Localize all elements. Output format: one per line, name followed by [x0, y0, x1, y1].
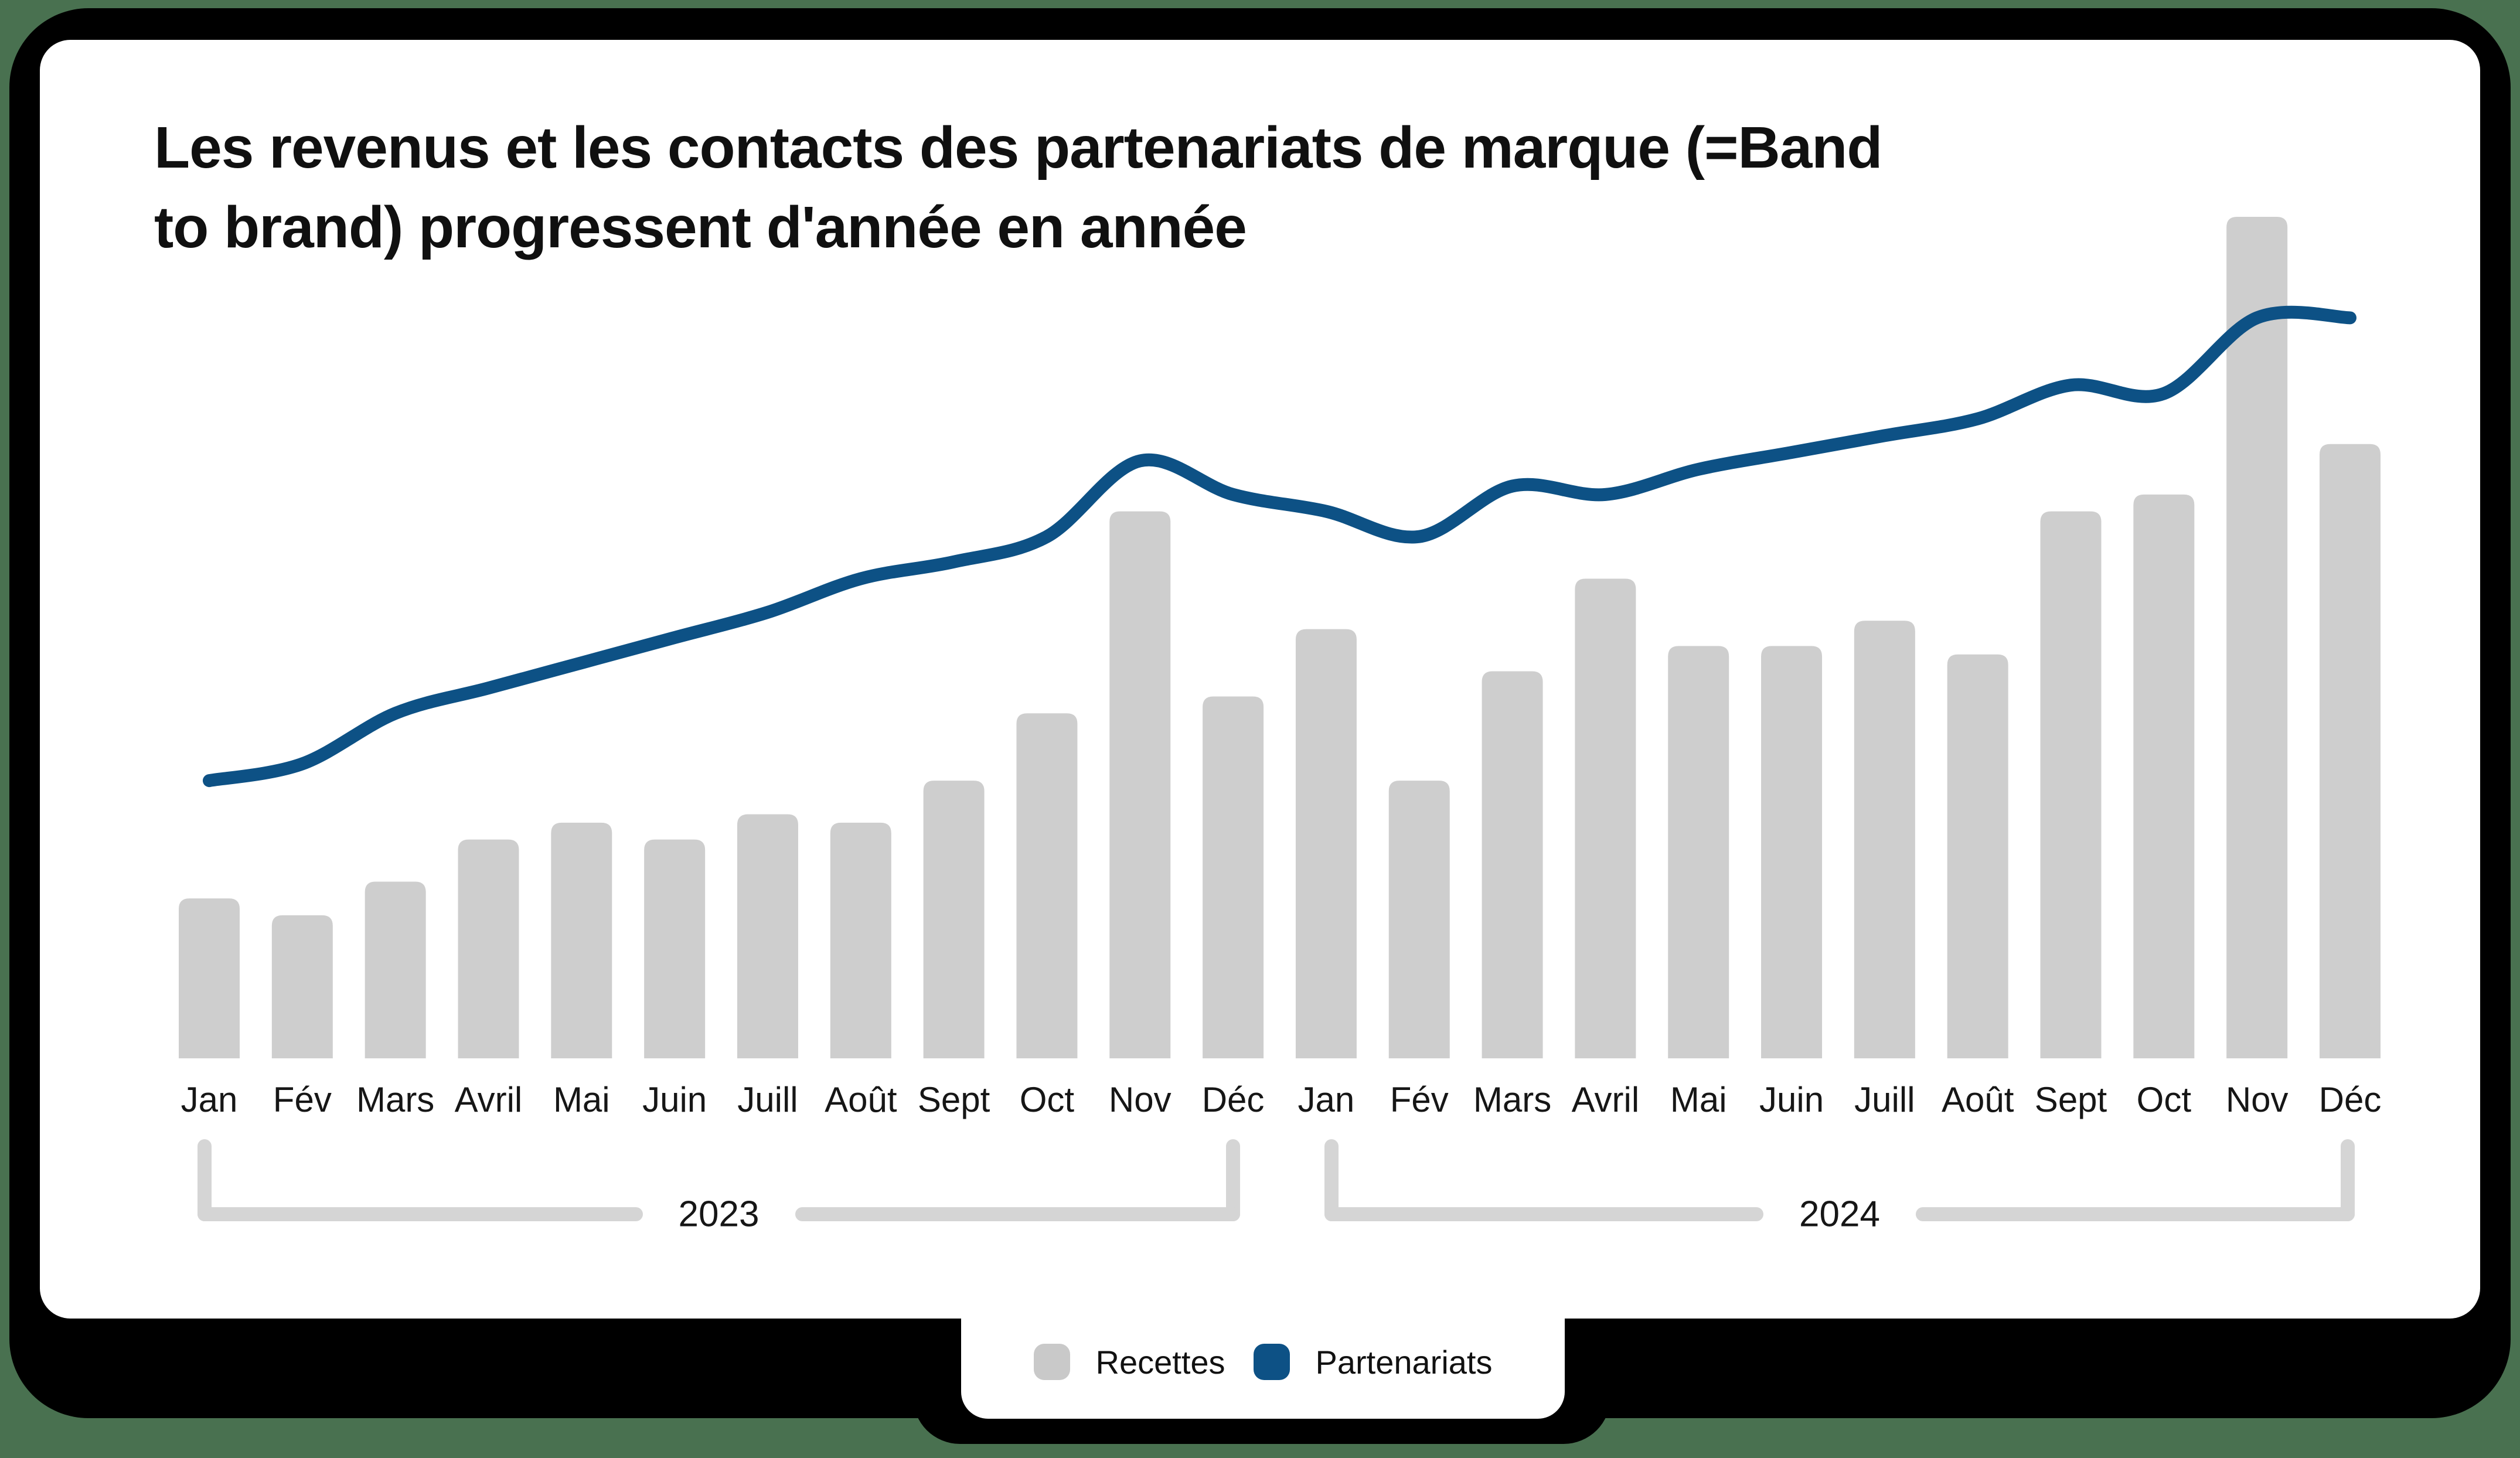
year-label: 2024: [1799, 1194, 1880, 1235]
blue-rounded-square-icon: [1253, 1344, 1290, 1380]
year-bracket-bar: [1916, 1207, 2355, 1221]
month-label: Oct: [1019, 1080, 1075, 1119]
month-label: Mai: [1670, 1080, 1727, 1119]
gray-rounded-square-icon: [1033, 1344, 1070, 1380]
month-label: Juin: [642, 1080, 707, 1119]
month-label: Jan: [181, 1080, 238, 1119]
month-label: Mars: [356, 1080, 435, 1119]
year-bracket-bar: [795, 1207, 1240, 1221]
chart-legend: Recettes Partenariats: [961, 1315, 1565, 1409]
legend-item-partenariats: Partenariats: [1253, 1343, 1493, 1381]
month-label: Mai: [553, 1080, 610, 1119]
month-label: Août: [1941, 1080, 2014, 1119]
chart-title-line2: to brand) progressent d'année en année: [154, 195, 1247, 260]
month-label: Fév: [273, 1080, 332, 1119]
month-label: Déc: [2318, 1080, 2382, 1119]
year-bracket-bar: [197, 1207, 643, 1221]
month-label: Fév: [1390, 1080, 1449, 1119]
month-label: Oct: [2136, 1080, 2192, 1119]
month-label: Avril: [454, 1080, 523, 1119]
year-label: 2023: [678, 1194, 760, 1235]
month-label: Nov: [2225, 1080, 2289, 1119]
month-label: Jan: [1298, 1080, 1355, 1119]
month-label: Sept: [917, 1080, 990, 1119]
legend-item-recettes: Recettes: [1033, 1343, 1225, 1381]
month-label: Mars: [1473, 1080, 1552, 1119]
month-label: Juill: [737, 1080, 798, 1119]
month-label: Nov: [1108, 1080, 1172, 1119]
month-label: Avril: [1571, 1080, 1640, 1119]
month-label: Août: [825, 1080, 897, 1119]
month-label: Déc: [1201, 1080, 1265, 1119]
chart-title: Les revenus et les contacts des partenar…: [154, 108, 1882, 267]
legend-label: Partenariats: [1315, 1343, 1493, 1381]
chart-title-line1: Les revenus et les contacts des partenar…: [154, 115, 1882, 180]
month-label: Juin: [1759, 1080, 1824, 1119]
year-bracket-bar: [1324, 1207, 1763, 1221]
month-label: Juill: [1854, 1080, 1915, 1119]
month-label: Sept: [2034, 1080, 2107, 1119]
legend-label: Recettes: [1095, 1343, 1225, 1381]
